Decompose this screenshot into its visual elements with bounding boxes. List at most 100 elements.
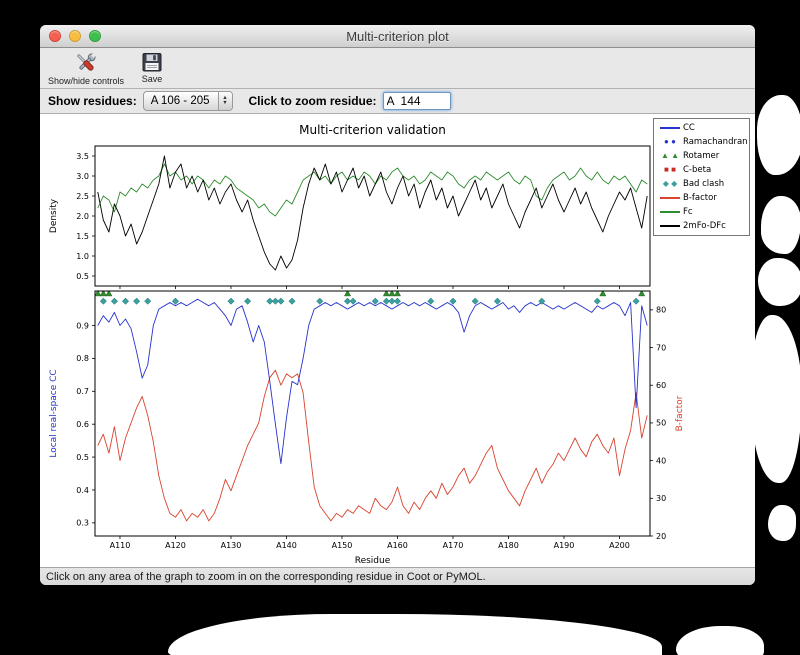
svg-text:2.5: 2.5 bbox=[76, 192, 89, 201]
legend-swatch bbox=[657, 205, 683, 219]
x-axis-label: Residue bbox=[355, 556, 391, 566]
svg-text:20: 20 bbox=[656, 532, 666, 541]
traffic-lights bbox=[49, 30, 101, 42]
save-label: Save bbox=[141, 74, 163, 84]
density-series bbox=[97, 155, 648, 271]
svg-text:A120: A120 bbox=[165, 541, 186, 550]
rotamer-marker bbox=[344, 290, 352, 297]
svg-text:1.0: 1.0 bbox=[76, 252, 89, 261]
bad-clash-marker bbox=[110, 297, 118, 305]
rotamer-marker bbox=[393, 290, 401, 297]
bad-clash-marker bbox=[244, 297, 252, 305]
svg-text:0.9: 0.9 bbox=[76, 321, 89, 330]
svg-text:2.0: 2.0 bbox=[76, 212, 89, 221]
screen-artifact bbox=[768, 505, 796, 541]
bad-clash-marker bbox=[382, 297, 390, 305]
svg-text:1.5: 1.5 bbox=[76, 232, 89, 241]
svg-text:A160: A160 bbox=[387, 541, 408, 550]
legend: CC ● ● Ramachandran ▲ ▲ Rotamer ■ ■ C-beta ◆ ◆ B… bbox=[653, 118, 750, 236]
bad-clash-marker bbox=[343, 297, 352, 305]
rotamer-marker bbox=[388, 290, 396, 297]
save-icon bbox=[142, 53, 162, 72]
rotamer-marker bbox=[638, 290, 646, 297]
tools-icon bbox=[76, 52, 97, 71]
svg-text:70: 70 bbox=[656, 343, 666, 352]
zoom-residue-label: Click to zoom residue: bbox=[248, 94, 377, 108]
bad-clash-marker bbox=[538, 297, 546, 305]
figure: A110 A120 A130 A140 A150 A160 A170 A180 A190 A200… bbox=[40, 113, 755, 567]
stepper-icon: ▲ ▼ bbox=[217, 92, 232, 110]
legend-swatch: ◆ ◆ bbox=[662, 179, 678, 188]
zoom-window-button[interactable] bbox=[89, 30, 101, 42]
svg-text:A140: A140 bbox=[276, 541, 297, 550]
rotamer-marker bbox=[382, 290, 390, 297]
rotamer-marker bbox=[105, 290, 113, 297]
legend-label: CC bbox=[683, 123, 695, 133]
bad-clash-marker bbox=[288, 297, 296, 305]
legend-swatch: ● ● bbox=[664, 137, 676, 146]
plot-canvas[interactable]: A110 A120 A130 A140 A150 A160 A170 A180 A190 A200… bbox=[40, 114, 755, 567]
legend-label: 2mFo-DFc bbox=[683, 221, 726, 231]
screen-artifact bbox=[676, 626, 764, 655]
bad-clash-marker bbox=[371, 297, 379, 305]
bad-clash-marker bbox=[471, 297, 479, 305]
minimize-button[interactable] bbox=[69, 30, 81, 42]
svg-text:3.5: 3.5 bbox=[76, 152, 89, 161]
svg-text:A130: A130 bbox=[221, 541, 242, 550]
bad-clash-marker bbox=[427, 297, 435, 305]
show-residues-label: Show residues: bbox=[48, 94, 137, 108]
bad-clash-marker bbox=[493, 297, 501, 305]
bad-clash-marker bbox=[99, 297, 107, 305]
bad-clash-marker bbox=[316, 297, 324, 305]
close-button[interactable] bbox=[49, 30, 61, 42]
show-hide-controls-button[interactable]: Show/hide controls bbox=[48, 50, 124, 86]
stepper-down-icon: ▼ bbox=[222, 100, 228, 106]
svg-text:A180: A180 bbox=[498, 541, 519, 550]
legend-label: Bad clash bbox=[683, 179, 725, 189]
bad-clash-marker bbox=[266, 297, 274, 305]
show-hide-controls-label: Show/hide controls bbox=[48, 76, 125, 86]
svg-text:A150: A150 bbox=[332, 541, 353, 550]
legend-label: Rotamer bbox=[683, 151, 720, 161]
bad-clash-marker bbox=[632, 297, 640, 305]
legend-label: Fc bbox=[683, 207, 693, 217]
toolbar: Show/hide controls Save bbox=[40, 48, 755, 89]
zoom-residue-input[interactable] bbox=[382, 92, 451, 110]
rotamer-marker bbox=[599, 290, 607, 297]
screen-artifact bbox=[168, 614, 662, 655]
residue-range-select[interactable]: A 106 - 205 ▲ ▼ bbox=[142, 91, 233, 111]
legend-label: C-beta bbox=[683, 165, 712, 175]
screen-artifact bbox=[761, 196, 800, 254]
status-bar: Click on any area of the graph to zoom i… bbox=[40, 567, 755, 585]
stepper-up-icon: ▲ bbox=[222, 95, 228, 101]
density-axis-label: Density bbox=[49, 198, 59, 233]
bad-clash-marker bbox=[277, 297, 285, 305]
save-button[interactable]: Save bbox=[140, 50, 164, 84]
svg-text:0.5: 0.5 bbox=[76, 453, 89, 462]
residue-range-value: A 106 - 205 bbox=[150, 95, 210, 107]
screen-artifact bbox=[757, 95, 800, 175]
cc-axes-frame bbox=[94, 290, 651, 537]
svg-text:A190: A190 bbox=[554, 541, 575, 550]
svg-text:60: 60 bbox=[656, 381, 666, 390]
rotamer-marker bbox=[99, 290, 107, 297]
svg-text:0.4: 0.4 bbox=[76, 486, 89, 495]
svg-text:A110: A110 bbox=[110, 541, 131, 550]
legend-item-2mfo-dfc: 2mFo-DFc bbox=[657, 219, 746, 233]
legend-swatch bbox=[657, 219, 683, 233]
legend-label: Ramachandran bbox=[683, 137, 748, 147]
bad-clash-marker bbox=[121, 297, 130, 305]
legend-swatch bbox=[657, 121, 683, 135]
legend-item-bad-clash: ◆ ◆ Bad clash bbox=[657, 177, 746, 191]
legend-item-c-beta: ■ ■ C-beta bbox=[657, 163, 746, 177]
window-titlebar[interactable]: Multi-criterion plot bbox=[40, 25, 755, 48]
bad-clash-marker bbox=[593, 297, 601, 305]
bad-clash-marker bbox=[449, 297, 457, 305]
svg-text:3.0: 3.0 bbox=[76, 172, 89, 181]
controls-bar: Show residues: A 106 - 205 ▲ ▼ Click to … bbox=[40, 89, 755, 113]
cc-bfactor-series bbox=[95, 290, 648, 522]
legend-item-fc: Fc bbox=[657, 205, 746, 219]
bad-clash-marker bbox=[388, 297, 396, 305]
bad-clash-marker bbox=[227, 297, 235, 305]
